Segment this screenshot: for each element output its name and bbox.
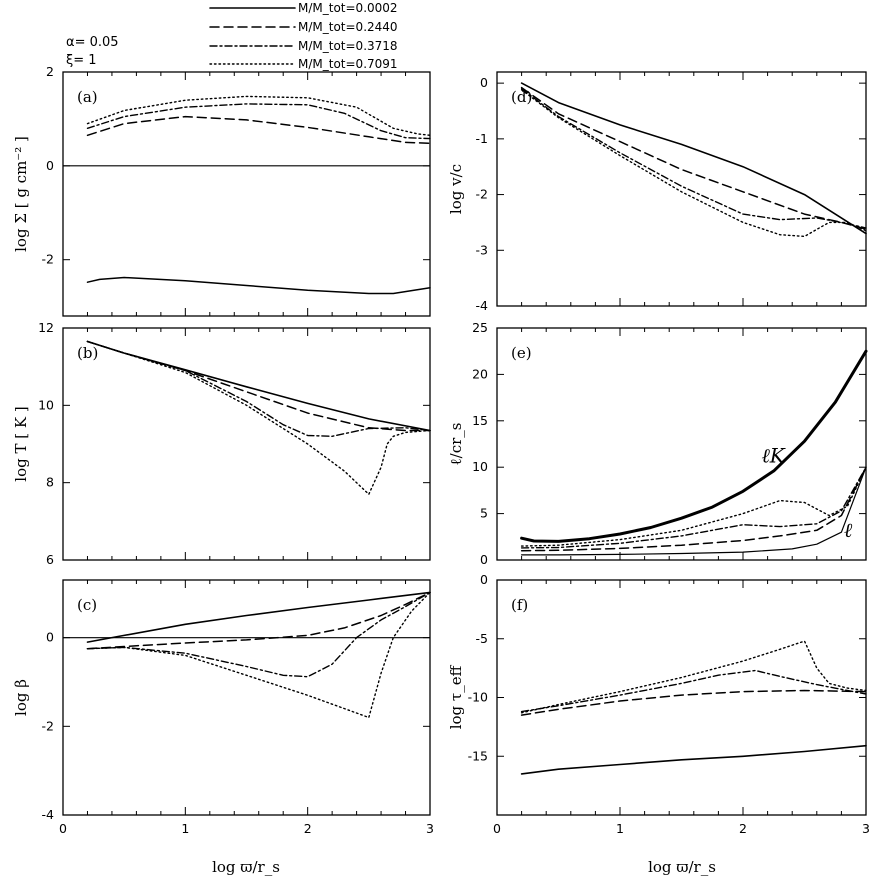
y-axis-label: log Σ [ g cm⁻² ] (12, 136, 30, 252)
plot-frame (62, 327, 431, 561)
x-tick-label: 3 (426, 821, 434, 836)
series-line-dotted (86, 591, 431, 719)
panel-c: 0 -2 -4 0 1 2 3 (c) log β (12, 579, 434, 836)
series-line-dashdot (520, 466, 867, 549)
panel-e: 0 5 10 15 20 25 (e) ℓ/cr_s ℓK ℓ (447, 320, 868, 567)
y-tick-label: 0 (46, 630, 54, 645)
y-tick-label: -2 (476, 187, 488, 202)
y-tick-label: 10 (472, 459, 488, 474)
y-tick-label: 8 (46, 475, 54, 490)
x-tick-label: 2 (739, 821, 747, 836)
legend-label: M/M_tot=0.0002 (298, 1, 398, 15)
y-tick-label: -3 (476, 242, 488, 257)
panel-f: 0 -5 -10 -15 0 1 2 3 (f) log τ_eff (447, 572, 870, 836)
y-tick-label: 5 (480, 506, 488, 521)
y-tick-label: -2 (42, 718, 54, 733)
series-line-dashed (86, 340, 431, 432)
y-tick-label: 6 (46, 552, 54, 567)
plot-frame (496, 579, 867, 816)
y-tick-label: 25 (472, 320, 488, 335)
series-line-dotted (520, 89, 867, 238)
panel-tag: (a) (77, 88, 98, 106)
legend-label: M/M_tot=0.3718 (298, 39, 398, 53)
series-line-dashdot (86, 340, 431, 437)
y-tick-label: 2 (46, 64, 54, 79)
y-axis-label: ℓ/cr_s (447, 422, 465, 465)
x-axis-label-left: log ϖ/r_s (212, 858, 280, 876)
series-line-dashdot (520, 669, 867, 713)
legend-label: M/M_tot=0.2440 (298, 20, 398, 34)
y-axis-label: log T [ K ] (12, 406, 30, 481)
series-line-solid (520, 744, 867, 775)
series-line-dashed (86, 591, 431, 650)
x-tick-label: 0 (59, 821, 67, 836)
x-tick-label: 3 (862, 821, 870, 836)
series-line-dotted (86, 340, 431, 495)
x-axis-label-right: log ϖ/r_s (648, 858, 716, 876)
y-tick-label: -4 (476, 298, 489, 313)
plot-frame (496, 327, 867, 561)
series-line-dashdot (86, 103, 431, 140)
param-alpha: α= 0.05 (66, 35, 119, 50)
series-line-solid (520, 466, 867, 556)
series-line-dashdot (520, 87, 867, 229)
plot-frame (496, 71, 867, 307)
series-line-dashed (520, 86, 867, 230)
y-tick-label: 0 (480, 572, 488, 587)
series-line-dotted (86, 95, 431, 137)
y-tick-label: 15 (472, 413, 488, 428)
series-line-dotted (520, 466, 867, 547)
panel-tag: (c) (77, 596, 97, 614)
y-axis-label: log β (12, 679, 30, 716)
x-tick-label: 1 (181, 821, 189, 836)
y-tick-label: -1 (476, 131, 488, 146)
series-line-solid (86, 276, 431, 295)
panel-tag: (b) (77, 344, 98, 362)
plot-frame (62, 579, 431, 816)
y-tick-label: 12 (38, 320, 54, 335)
series-line-dotted (520, 640, 867, 714)
y-tick-label: 0 (480, 552, 488, 567)
y-tick-label: -15 (468, 748, 488, 763)
series-line-solid (86, 340, 431, 432)
y-axis-label: log v/c (447, 164, 465, 214)
series-line-solid (520, 349, 868, 543)
y-tick-label: 20 (472, 366, 488, 381)
panel-tag: (e) (511, 344, 532, 362)
param-xi: ξ= 1 (66, 53, 97, 68)
y-tick-label: -4 (42, 807, 55, 822)
plot-frame (62, 71, 431, 317)
model-params: α= 0.05 ξ= 1 (66, 35, 119, 68)
y-tick-label: -5 (476, 631, 488, 646)
panel-d: 0-1-2-3-4(d)log v/c (447, 71, 867, 313)
x-tick-label: 2 (304, 821, 312, 836)
series-line-solid (86, 591, 431, 643)
series-line-dashed (520, 689, 867, 716)
series-line-dashed (86, 115, 431, 145)
series-line-dashdot (86, 591, 431, 678)
legend: M/M_tot=0.0002 M/M_tot=0.2440 M/M_tot=0.… (209, 1, 398, 71)
curve-annotation: ℓK (761, 444, 785, 468)
y-tick-label: 0 (480, 75, 488, 90)
y-tick-label: -10 (468, 690, 488, 705)
panel-tag: (f) (511, 596, 528, 614)
y-axis-label: log τ_eff (447, 664, 465, 729)
panel-b: 12 10 8 6 (b) log T [ K ] (12, 320, 431, 567)
series-line-dashed (520, 466, 867, 552)
x-tick-label: 1 (616, 821, 624, 836)
curve-annotation: ℓ (844, 518, 853, 542)
y-tick-label: 0 (46, 158, 54, 173)
y-tick-label: -2 (42, 252, 54, 267)
legend-label: M/M_tot=0.7091 (298, 57, 398, 71)
series-line-solid (520, 82, 867, 235)
panel-a: 2 0 -2 (a) log Σ [ g cm⁻² ] (12, 64, 431, 317)
y-tick-label: 10 (38, 397, 54, 412)
x-tick-label: 0 (493, 821, 501, 836)
